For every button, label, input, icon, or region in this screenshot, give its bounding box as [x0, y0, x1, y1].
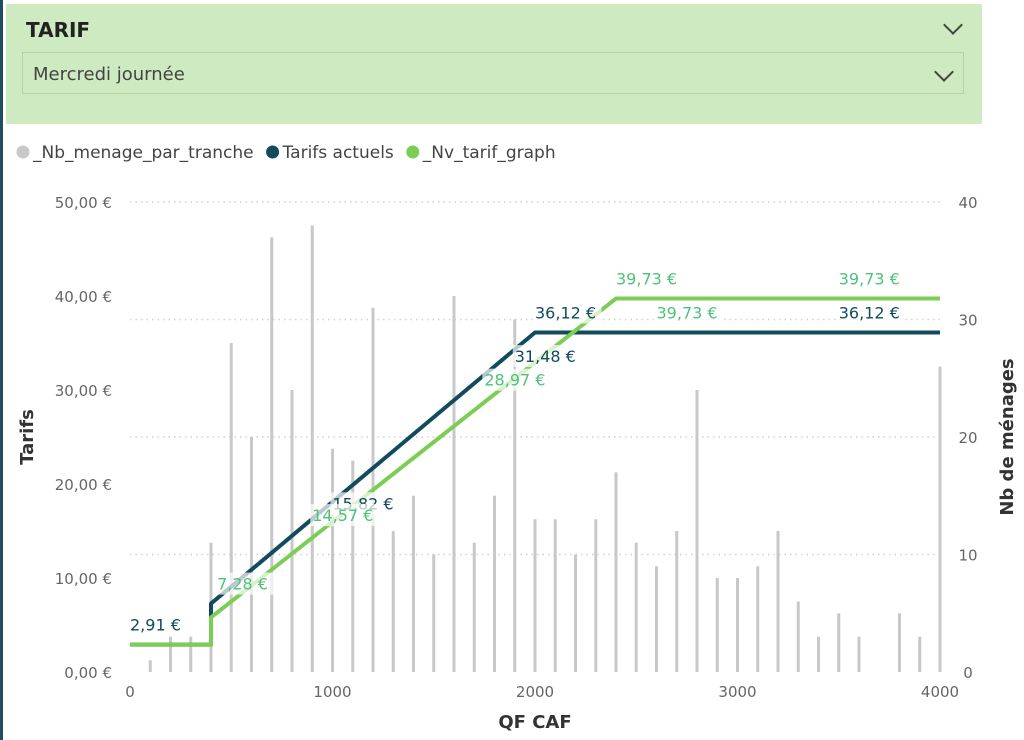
menage-bar [169, 636, 172, 672]
menage-bar [351, 460, 355, 672]
tarif-slicer[interactable]: TARIF Mercredi journée [6, 4, 982, 124]
menage-bar [857, 636, 861, 672]
menage-bar [837, 613, 841, 672]
slicer-dropdown[interactable]: Mercredi journée [22, 52, 964, 94]
menage-bar [493, 495, 496, 672]
nv-tarif-line [130, 296, 940, 647]
menage-bar [513, 319, 517, 672]
y-tick-label: 20,00 € [55, 476, 112, 494]
menage-bar [715, 578, 719, 672]
data-label-bg [512, 345, 582, 368]
y-tick-label: 30,00 € [55, 382, 112, 400]
menage-bar [675, 531, 679, 672]
data-label-bg [836, 301, 906, 324]
menage-bar [614, 472, 618, 672]
menage-bar [736, 578, 739, 672]
x-tick-label: 2000 [516, 683, 554, 701]
menage-bar [756, 566, 760, 672]
legend-label: Tarifs actuels [282, 143, 394, 163]
data-label: 36,12 € [839, 303, 900, 322]
y-tick-label: 10,00 € [55, 570, 112, 588]
data-label: 7,28 € [217, 575, 268, 594]
data-label-bg [654, 301, 723, 324]
x-axis-title: QF CAF [498, 712, 571, 733]
chevron-down-icon[interactable] [934, 62, 954, 82]
menage-bar [270, 237, 274, 672]
y2-tick-label: 20 [958, 429, 977, 447]
menage-bar [918, 636, 922, 672]
menage-bar [148, 660, 152, 672]
menage-bar [412, 495, 415, 672]
menage-bar [331, 448, 334, 672]
menage-bar [290, 390, 294, 672]
legend-marker [406, 145, 420, 159]
y2-tick-label: 30 [958, 312, 977, 330]
menage-bar [452, 296, 456, 672]
menage-bar [817, 636, 820, 672]
legend-label: _Nv_tarif_graph [422, 143, 556, 163]
y-axis-title: Tarifs [17, 409, 38, 465]
data-label: 14,57 € [312, 506, 373, 525]
menage-bar [553, 519, 557, 672]
y-tick-label: 40,00 € [55, 288, 112, 306]
legend-label: _Nb_menage_par_tranche [32, 143, 254, 163]
data-label: 36,12 € [535, 303, 596, 322]
data-label-bg [614, 267, 683, 290]
menage-bar [938, 366, 942, 672]
y2-axis-title: Nb de ménages [997, 358, 1018, 515]
y2-tick-label: 40 [958, 194, 977, 212]
data-label: 31,48 € [515, 347, 576, 366]
x-tick-label: 4000 [921, 683, 959, 701]
data-label: 2,91 € [130, 616, 181, 635]
menage-bar [472, 542, 476, 672]
menage-bar [594, 519, 598, 672]
data-label: 39,73 € [616, 270, 677, 289]
menage-bar [250, 437, 253, 672]
data-label-bg [310, 504, 379, 527]
collapse-chevron-icon[interactable] [943, 15, 963, 35]
menage-bar [533, 519, 537, 672]
tarif-chart: 0,00 € 10,00 € 20,00 € 30,00 € 40,00 € 50,00 … [16, 143, 1018, 733]
menage-bar [432, 554, 436, 672]
y2-tick-label: 10 [958, 547, 977, 565]
data-label-bg [128, 613, 188, 636]
menage-bar [574, 554, 577, 672]
menage-bar [189, 636, 193, 672]
menage-bar [391, 531, 395, 672]
y-tick-label: 0,00 € [64, 664, 112, 682]
menage-bar [695, 390, 699, 672]
data-label: 39,73 € [657, 303, 718, 322]
menage-bar [776, 531, 780, 672]
left-edge-bar [0, 0, 3, 740]
data-label-bg [215, 572, 275, 595]
legend-marker [266, 145, 280, 159]
menage-bar [796, 601, 800, 672]
x-tick-label: 3000 [718, 683, 756, 701]
data-label-bg [482, 368, 551, 391]
menage-bar [898, 613, 901, 672]
data-label-bg [533, 301, 602, 324]
menage-bar [310, 225, 314, 672]
data-label: 28,97 € [484, 371, 545, 390]
menage-bar [634, 542, 638, 672]
slicer-selected-value: Mercredi journée [33, 64, 185, 85]
menage-bar [655, 566, 658, 672]
y2-tick-label: 0 [963, 664, 973, 682]
menage-bar [229, 343, 233, 672]
slicer-title: TARIF [26, 18, 91, 42]
x-tick-label: 1000 [313, 683, 351, 701]
y-tick-label: 50,00 € [55, 194, 112, 212]
legend-marker [16, 145, 30, 159]
data-label-bg [836, 267, 906, 290]
x-tick-label: 0 [125, 683, 135, 701]
data-label: 39,73 € [839, 270, 900, 289]
